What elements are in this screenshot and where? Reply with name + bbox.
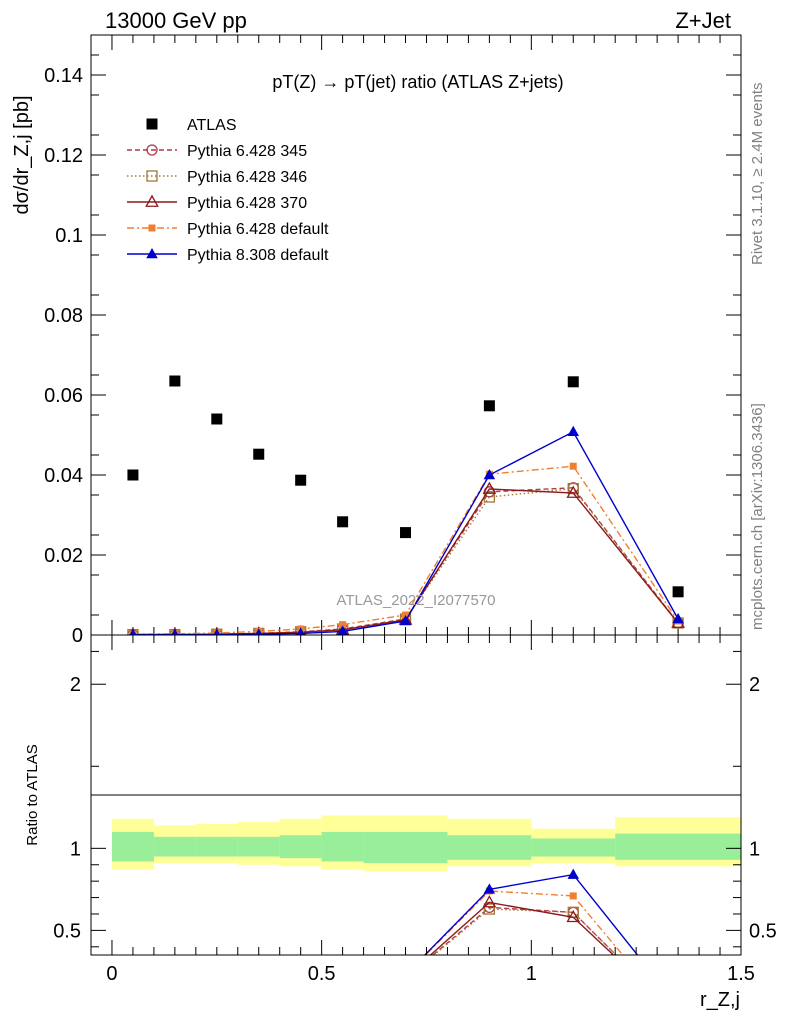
y-tick-label: 0.1 — [55, 225, 83, 247]
legend-marker-pythia-6-428-346 — [146, 170, 158, 182]
ratio-panel: 0.5 0.5 1 1 2 2 0 0.5 1 1.5 Ratio to ATLAS r_Z,j — [24, 634, 777, 1011]
ratio-point-pythia-8-308-default — [567, 868, 580, 879]
ratio-band-inner — [531, 838, 616, 857]
legend-label-pythia-6-428-370: Pythia 6.428 370 — [187, 195, 307, 212]
data-point-atlas — [211, 413, 223, 425]
ratio-y-tick-label-right: 2 — [749, 674, 760, 696]
main-y-axis-label: dσ/dr_Z,j [pb] — [11, 95, 33, 214]
ratio-y-axis-label: Ratio to ATLAS — [24, 744, 41, 845]
ratio-panel-frame — [90, 634, 742, 956]
x-axis-label: r_Z,j — [700, 989, 740, 1011]
header-right: Z+Jet — [675, 8, 731, 33]
data-point-atlas — [337, 516, 349, 528]
legend-marker-pythia-8-308-default — [146, 248, 158, 259]
legend-label-atlas: ATLAS — [187, 117, 237, 134]
ratio-point-pythia-6-428-370 — [482, 895, 497, 908]
ratio-band-inner — [615, 833, 741, 860]
data-point-atlas — [483, 400, 495, 412]
data-point-atlas — [672, 586, 684, 598]
ratio-band-inner — [279, 835, 322, 859]
ratio-line-pythia-8-308-default — [423, 873, 639, 955]
data-point-atlas — [400, 527, 412, 539]
legend-label-pythia-6-428-345: Pythia 6.428 345 — [187, 143, 307, 160]
legend-marker-pythia-6-428-370 — [145, 194, 159, 207]
y-tick-label: 0 — [72, 625, 83, 647]
x-tick-label: 0.5 — [308, 963, 336, 985]
data-point-atlas — [169, 375, 181, 387]
data-point-pythia-6-428-default — [569, 462, 577, 470]
legend-label-pythia-6-428-346: Pythia 6.428 346 — [187, 169, 307, 186]
ratio-line-pythia-6-428-345 — [432, 906, 618, 955]
legend-marker-pythia-6-428-default — [148, 224, 156, 232]
data-point-pythia-8-308-default — [296, 627, 305, 635]
data-point-pythia-6-428-370 — [482, 481, 497, 494]
ratio-y-tick-label: 2 — [70, 674, 81, 696]
ratio-band-inner — [111, 831, 154, 862]
data-point-pythia-8-308-default — [171, 628, 179, 635]
ratio-series — [423, 868, 639, 955]
ratio-point-pythia-6-428-370 — [566, 909, 581, 923]
y-tick-label: 0.12 — [44, 145, 83, 167]
x-tick-label: 1 — [526, 963, 537, 985]
y-tick-label: 0.04 — [44, 465, 83, 487]
data-point-pythia-8-308-default — [129, 628, 137, 635]
ratio-line-pythia-6-428-370 — [429, 901, 615, 955]
ratio-band-inner — [363, 831, 448, 864]
data-point-pythia-8-308-default — [254, 628, 263, 635]
ratio-bands — [111, 815, 741, 872]
ratio-band-inner — [321, 831, 364, 862]
data-point-pythia-6-428-default — [339, 621, 347, 629]
data-point-pythia-8-308-default — [337, 625, 348, 635]
data-point-pythia-6-428-370 — [566, 485, 581, 498]
data-point-atlas — [295, 474, 307, 486]
watermark: ATLAS_2022_I2077570 — [336, 592, 495, 609]
data-point-atlas — [567, 376, 579, 388]
y-tick-label: 0.08 — [44, 305, 83, 327]
ratio-y-tick-label-right: 0.5 — [749, 920, 777, 942]
header-left: 13000 GeV pp — [105, 8, 247, 33]
data-point-pythia-8-308-default — [567, 425, 580, 437]
data-point-pythia-8-308-default — [672, 613, 684, 624]
data-point-atlas — [253, 448, 265, 460]
legend-label-pythia-6-428-default: Pythia 6.428 default — [187, 221, 329, 238]
x-tick-label: 1.5 — [727, 963, 755, 985]
y-tick-label: 0.06 — [44, 385, 83, 407]
mcplots-label: mcplots.cern.ch [arXiv:1306.3436] — [749, 403, 766, 630]
series-line-pythia-6-428-default — [132, 465, 679, 635]
ratio-point-pythia-6-428-346 — [483, 903, 496, 915]
main-axes: 0 0.02 0.04 0.06 0.08 0.1 0.12 0.14 — [44, 35, 742, 647]
main-panel: pT(Z) → pT(jet) ratio (ATLAS Z+jets) 0 0.… — [11, 34, 742, 647]
legend-label-pythia-8-308-default: Pythia 8.308 default — [187, 247, 329, 264]
legend: ATLAS Pythia 6.428 345 Pythia 6.428 346 Pyt… — [127, 117, 329, 264]
ratio-axes: 0.5 0.5 1 1 2 2 0 0.5 1 1.5 — [53, 635, 777, 985]
data-point-pythia-8-308-default — [213, 628, 221, 635]
ratio-band-inner — [237, 836, 280, 857]
y-tick-label: 0.02 — [44, 545, 83, 567]
ratio-band-inner — [447, 835, 532, 860]
ratio-band-inner — [153, 836, 196, 857]
ratio-y-tick-label-right: 1 — [749, 838, 760, 860]
data-point-atlas — [127, 469, 139, 481]
x-tick-label: 0 — [106, 963, 117, 985]
legend-marker-pythia-6-428-345 — [146, 144, 158, 156]
ratio-point-pythia-8-308-default — [483, 883, 496, 894]
ratio-line-pythia-6-428-default — [424, 890, 624, 955]
ratio-point-pythia-6-428-default — [569, 892, 577, 900]
main-title: pT(Z) → pT(jet) ratio (ATLAS Z+jets) — [272, 72, 563, 92]
ratio-y-tick-label: 0.5 — [53, 920, 81, 942]
ratio-line-pythia-6-428-346 — [432, 908, 618, 955]
data-point-pythia-8-308-default — [483, 469, 496, 480]
legend-marker-atlas — [146, 118, 158, 130]
y-tick-label: 0.14 — [44, 65, 83, 87]
ratio-y-tick-label: 1 — [70, 838, 81, 860]
ratio-band-inner — [195, 836, 238, 857]
rivet-version-label: Rivet 3.1.10, ≥ 2.4M events — [749, 83, 766, 266]
data-point-pythia-8-308-default — [399, 615, 412, 626]
